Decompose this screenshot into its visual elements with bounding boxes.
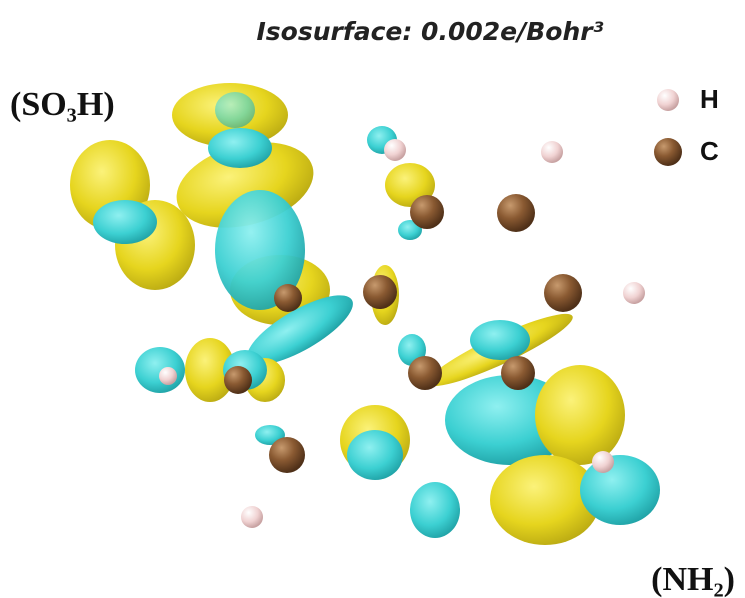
isosurface (70, 83, 660, 545)
figure: Isosurface: 0.002e/Bohr³ (SO₃H) (NH₂) (0, 0, 745, 598)
title: Isosurface: 0.002e/Bohr³ (256, 17, 603, 46)
legend-label: C (700, 136, 719, 166)
group-label: (NH₂) (651, 561, 735, 598)
legend: H C (654, 84, 719, 166)
group-label: (SO₃H) (10, 86, 115, 123)
legend-label: H (700, 84, 719, 114)
legend-swatch (654, 138, 682, 166)
legend-swatch (657, 89, 679, 111)
